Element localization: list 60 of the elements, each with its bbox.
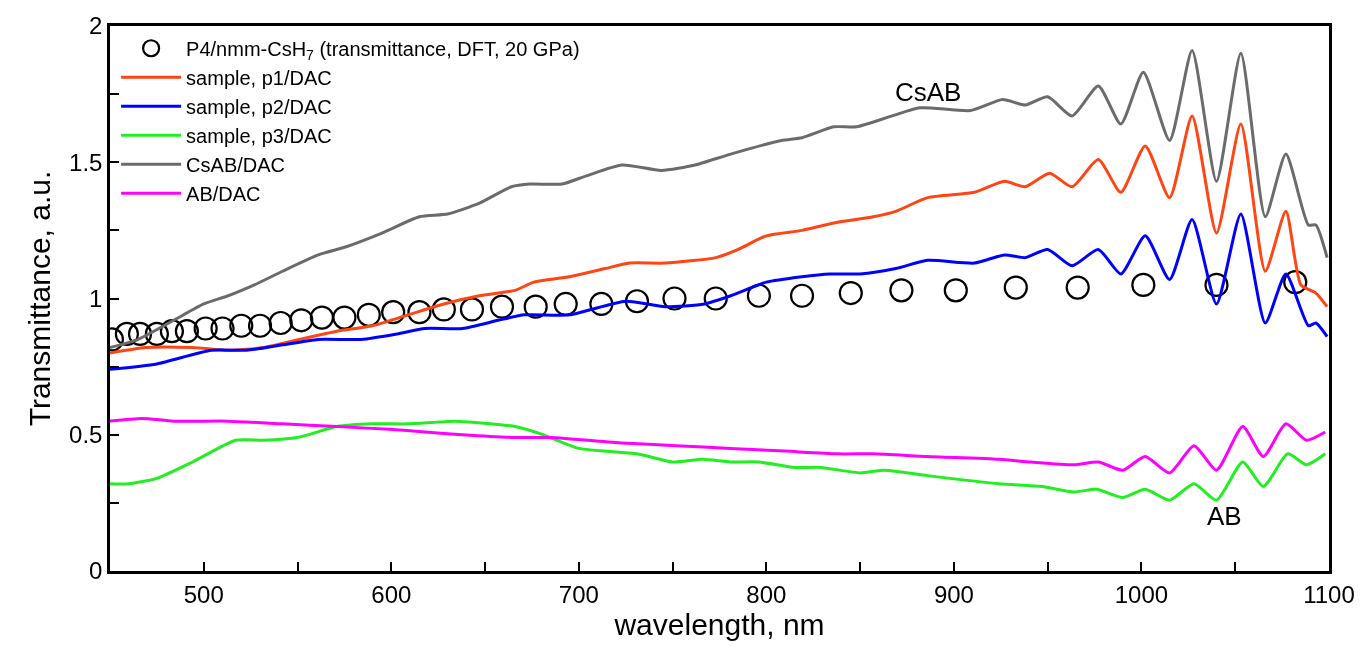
point <box>624 289 650 314</box>
point <box>268 310 293 336</box>
point <box>431 297 456 322</box>
line-series <box>110 212 1329 371</box>
point <box>746 283 771 308</box>
point <box>889 278 914 303</box>
point <box>1283 270 1308 295</box>
point <box>229 313 254 338</box>
point <box>703 286 728 311</box>
x-tick-label: 600 <box>371 580 412 608</box>
point <box>1003 275 1028 300</box>
legend-label: sample, p3/DAC <box>186 125 332 148</box>
point <box>662 286 687 311</box>
point <box>589 291 614 317</box>
point <box>489 294 515 319</box>
point <box>381 300 406 325</box>
legend-label: CsAB/DAC <box>186 154 285 177</box>
point <box>174 319 199 344</box>
point <box>193 316 218 341</box>
point <box>114 321 139 347</box>
point <box>789 283 815 308</box>
legend-label: P4/nmm-CsH$_{7}$ (transmittance, DFT, 20 GPa) <box>186 38 580 64</box>
legend-label: sample, p1/DAC <box>186 67 332 90</box>
point <box>1131 272 1156 297</box>
point <box>210 316 235 341</box>
point <box>1065 275 1090 300</box>
x-tick-label: 800 <box>746 580 787 608</box>
point <box>1204 272 1229 297</box>
point <box>838 280 863 306</box>
point <box>127 321 153 347</box>
x-tick-label: 1100 <box>1303 580 1355 608</box>
point <box>523 294 548 319</box>
x-tick-label: 500 <box>183 580 224 608</box>
x-tick-label: 700 <box>558 580 599 608</box>
point <box>159 319 184 344</box>
line-series <box>110 419 1327 502</box>
y-tick-label: 0.5 <box>69 421 103 449</box>
point <box>943 278 968 303</box>
y-tick-label: 1.5 <box>69 148 103 176</box>
x-axis-title: wavelength, nm <box>613 608 825 642</box>
y-tick-label: 2 <box>89 12 103 40</box>
point <box>144 321 169 347</box>
point <box>459 297 485 322</box>
point <box>309 305 335 330</box>
point <box>332 305 357 330</box>
point <box>553 291 578 317</box>
point <box>247 313 273 338</box>
legend-label: AB/DAC <box>186 183 261 206</box>
line-series <box>110 416 1327 475</box>
x-tick-label: 900 <box>933 580 974 608</box>
x-tick-label: 1000 <box>1114 580 1169 608</box>
point <box>407 300 432 325</box>
point <box>289 308 314 333</box>
y-axis-title: Transmittance, a.u. <box>23 170 57 427</box>
y-tick-label: 0 <box>89 557 103 585</box>
annotation: AB <box>1207 501 1242 531</box>
annotation: CsAB <box>895 77 962 107</box>
y-tick-label: 1 <box>89 284 103 312</box>
legend-label: sample, p2/DAC <box>186 96 332 119</box>
point <box>356 302 381 327</box>
